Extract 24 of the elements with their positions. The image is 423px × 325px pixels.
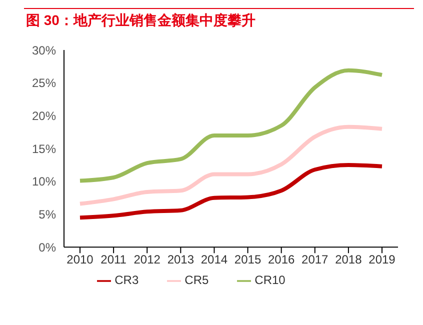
legend-label: CR5 <box>184 273 209 288</box>
y-tick-label: 15% <box>32 142 56 156</box>
x-tick-label: 2014 <box>200 252 228 267</box>
y-tick-label: 10% <box>32 174 56 189</box>
chart-title: 图 30：地产行业销售金额集中度攀升 <box>26 12 256 30</box>
legend-label: CR3 <box>114 273 139 288</box>
legend-label: CR10 <box>254 273 286 288</box>
line-series <box>78 124 384 206</box>
x-tick-label: 2015 <box>234 252 262 267</box>
x-tick-label: 2012 <box>134 252 161 267</box>
x-tick-label: 2011 <box>100 252 127 267</box>
y-tick-label: 5% <box>38 208 56 222</box>
line-series <box>78 68 384 183</box>
x-tick-label: 2016 <box>268 252 296 267</box>
x-tick-label: 2013 <box>167 252 194 267</box>
x-tick-label: 2010 <box>66 252 94 267</box>
y-tick-label: 0% <box>38 240 56 254</box>
line-series <box>78 163 384 220</box>
x-tick-label: 2019 <box>368 252 396 267</box>
x-tick-label: 2018 <box>335 252 362 267</box>
x-tick-label: 2017 <box>302 252 329 267</box>
y-tick-label: 20% <box>32 108 56 123</box>
y-tick-label: 30% <box>32 43 56 58</box>
y-tick-label: 25% <box>32 76 56 90</box>
